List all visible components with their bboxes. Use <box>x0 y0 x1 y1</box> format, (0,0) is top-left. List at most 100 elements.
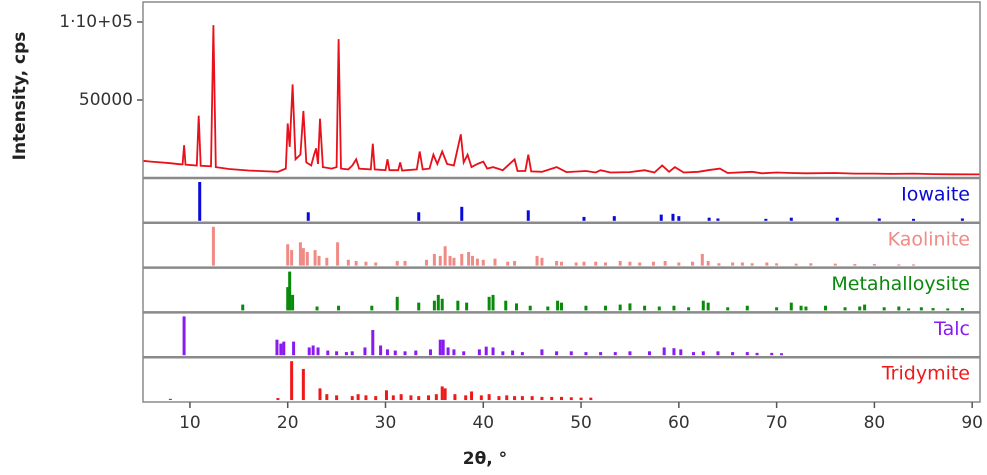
reference-peak <box>275 339 279 356</box>
reference-peak <box>484 346 488 356</box>
reference-peak <box>513 260 517 266</box>
reference-peak <box>692 352 696 356</box>
reference-name: Kaolinite <box>888 228 970 250</box>
reference-peak <box>288 271 292 311</box>
reference-peak <box>481 259 485 266</box>
reference-peak <box>912 264 916 266</box>
reference-peak <box>877 218 881 221</box>
reference-peak <box>560 302 563 311</box>
reference-peak <box>506 261 510 266</box>
reference-peak <box>789 302 793 311</box>
reference-peak <box>700 253 704 266</box>
reference-peak <box>912 218 916 221</box>
reference-peak <box>706 260 710 266</box>
reference-peak <box>456 300 460 311</box>
reference-peak <box>395 260 399 266</box>
reference-peak <box>687 307 691 311</box>
reference-peak <box>584 352 588 356</box>
reference-peak <box>307 347 311 356</box>
reference-peak <box>417 302 421 311</box>
reference-peak <box>745 305 749 311</box>
x-tick-label: 70 <box>766 413 788 433</box>
reference-peak <box>434 394 438 400</box>
reference-peak <box>337 305 341 311</box>
reference-peak <box>843 307 847 311</box>
reference-peak <box>374 262 378 266</box>
reference-peak <box>613 352 617 356</box>
reference-peak <box>672 305 676 311</box>
reference-peak <box>291 294 295 311</box>
reference-peak <box>582 216 586 221</box>
reference-peak <box>882 307 886 311</box>
reference-peak <box>292 341 296 356</box>
reference-peak <box>290 361 294 400</box>
reference-peak <box>809 263 813 266</box>
reference-peak <box>443 246 447 266</box>
reference-peak <box>432 300 436 311</box>
reference-peak <box>344 352 348 356</box>
reference-peak <box>326 350 330 356</box>
reference-peak <box>501 351 505 356</box>
x-tick-label: 60 <box>668 413 690 433</box>
reference-peak <box>452 257 456 266</box>
reference-peak <box>182 316 186 356</box>
reference-peak <box>350 351 354 356</box>
reference-peak <box>286 244 290 266</box>
reference-peak <box>799 305 803 311</box>
reference-peak <box>960 308 964 311</box>
reference-peak <box>535 255 539 266</box>
reference-peak <box>409 395 413 400</box>
reference-peak <box>301 248 305 266</box>
reference-peak <box>765 262 769 266</box>
reference-peak <box>316 347 320 356</box>
x-tick-label: 90 <box>961 413 983 433</box>
reference-peak <box>663 260 667 266</box>
x-tick-label: 40 <box>472 413 494 433</box>
reference-peak <box>919 307 923 311</box>
reference-peak <box>301 368 305 400</box>
reference-peak <box>475 258 479 266</box>
reference-peak <box>497 396 501 400</box>
reference-peak <box>505 395 509 400</box>
reference-peak <box>399 394 403 400</box>
reference-peak <box>453 394 457 400</box>
reference-peak <box>657 306 661 311</box>
reference-peak <box>306 212 310 221</box>
plot-frame <box>142 1 981 403</box>
reference-peak <box>356 394 360 400</box>
reference-peak <box>438 339 442 356</box>
reference-name: Tridymite <box>881 363 970 385</box>
reference-peak <box>241 304 245 311</box>
reference-peak <box>504 300 508 311</box>
reference-peak <box>298 242 302 266</box>
reference-peak <box>789 217 793 221</box>
reference-peak <box>897 264 901 266</box>
reference-peak <box>391 395 395 400</box>
reference-peak <box>677 262 681 266</box>
y-tick-label: 1·10+05 <box>59 12 133 32</box>
reference-peak <box>471 255 475 266</box>
x-tick-label: 10 <box>179 413 201 433</box>
reference-peak <box>513 396 517 400</box>
reference-peak <box>350 396 354 400</box>
reference-peak <box>493 258 497 266</box>
reference-peak <box>464 395 468 400</box>
reference-peak <box>417 396 421 400</box>
reference-peak <box>612 216 616 221</box>
reference-peak <box>638 262 642 266</box>
reference-peak <box>477 349 481 356</box>
reference-peak <box>168 398 172 400</box>
reference-peak <box>465 302 469 311</box>
reference-peak <box>384 390 388 400</box>
reference-peak <box>276 398 280 400</box>
reference-peak <box>824 305 828 311</box>
reference-peak <box>579 397 583 400</box>
reference-peak <box>446 347 450 356</box>
reference-peak <box>946 308 950 311</box>
reference-peak <box>651 261 655 266</box>
x-tick-label: 30 <box>375 413 397 433</box>
reference-peak <box>555 260 559 266</box>
reference-peak <box>555 351 559 356</box>
reference-peak <box>467 252 471 266</box>
reference-peak <box>833 263 837 266</box>
